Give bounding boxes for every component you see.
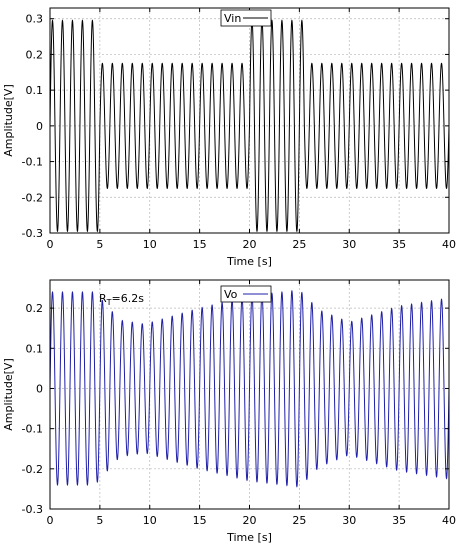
y-tick-label: 0.1 bbox=[26, 84, 44, 97]
plot-area bbox=[49, 19, 450, 233]
y-tick-label: 0.2 bbox=[26, 302, 44, 315]
y-axis-ticks: 0.3 0.2 0.1 0 -0.1 -0.2 -0.3 bbox=[22, 13, 449, 240]
x-tick-label: 10 bbox=[143, 514, 157, 527]
legend: Vin bbox=[220, 9, 272, 27]
x-axis-label: Time [s] bbox=[226, 255, 272, 268]
x-axis-ticks: 0 5 10 15 20 25 30 35 40 bbox=[47, 280, 456, 527]
x-tick-label: 0 bbox=[47, 238, 54, 251]
x-tick-label: 35 bbox=[392, 238, 406, 251]
output-signal-chart: 0.2 0.1 0 -0.1 -0.2 -0.3 0 5 10 15 20 25 30 35 40 Tim… bbox=[2, 279, 456, 544]
annotation-subscript: T bbox=[106, 298, 112, 307]
x-tick-label: 25 bbox=[292, 514, 306, 527]
x-tick-label: 20 bbox=[243, 514, 257, 527]
y-axis-label: Amplitude[V] bbox=[2, 84, 15, 156]
series-line-vo bbox=[49, 289, 450, 488]
y-tick-label: 0.1 bbox=[26, 342, 44, 355]
time-constant-annotation: RT=6.2s bbox=[99, 292, 144, 307]
y-tick-label: -0.1 bbox=[22, 423, 43, 436]
x-tick-label: 35 bbox=[392, 514, 406, 527]
input-signal-chart: 0.30.20.10-0.1-0.2-0.3 0 5 10 15 20 25 30 35 40 … bbox=[2, 7, 456, 268]
y-tick-label: -0.1 bbox=[22, 156, 43, 169]
y-axis-label: Amplitude[V] bbox=[2, 358, 15, 430]
y-tick-label: 0 bbox=[36, 382, 43, 395]
y-axis-ticks: 0.2 0.1 0 -0.1 -0.2 -0.3 bbox=[22, 302, 449, 516]
x-tick-label: 25 bbox=[292, 238, 306, 251]
x-tick-label: 10 bbox=[143, 238, 157, 251]
annotation-main: R bbox=[99, 292, 107, 305]
x-tick-label: 30 bbox=[342, 514, 356, 527]
x-tick-label: 0 bbox=[47, 514, 54, 527]
legend-label-vo: Vo bbox=[224, 288, 238, 301]
x-tick-label: 5 bbox=[96, 238, 103, 251]
x-tick-label: 5 bbox=[96, 514, 103, 527]
legend-label-vin: Vin bbox=[224, 12, 241, 25]
x-tick-label: 20 bbox=[243, 238, 257, 251]
x-axis-label: Time [s] bbox=[226, 531, 272, 544]
y-tick-label: -0.3 bbox=[22, 227, 43, 240]
x-tick-label: 30 bbox=[342, 238, 356, 251]
grid-lines bbox=[50, 280, 449, 509]
x-tick-label: 40 bbox=[442, 514, 456, 527]
y-tick-label: 0.3 bbox=[26, 13, 44, 26]
x-tick-label: 15 bbox=[193, 514, 207, 527]
y-tick-label: -0.2 bbox=[22, 191, 43, 204]
legend: Vo bbox=[220, 285, 272, 303]
x-axis-ticks: 0 5 10 15 20 25 30 35 40 bbox=[47, 8, 456, 251]
series-line-vin bbox=[49, 19, 450, 233]
y-tick-label: 0 bbox=[36, 120, 43, 133]
y-tick-label: 0.2 bbox=[26, 48, 44, 61]
y-tick-label: -0.2 bbox=[22, 463, 43, 476]
annotation-rest: =6.2s bbox=[112, 292, 145, 305]
x-tick-label: 15 bbox=[193, 238, 207, 251]
y-tick-label: -0.3 bbox=[22, 503, 43, 516]
x-tick-label: 40 bbox=[442, 238, 456, 251]
plot-area bbox=[49, 289, 450, 488]
